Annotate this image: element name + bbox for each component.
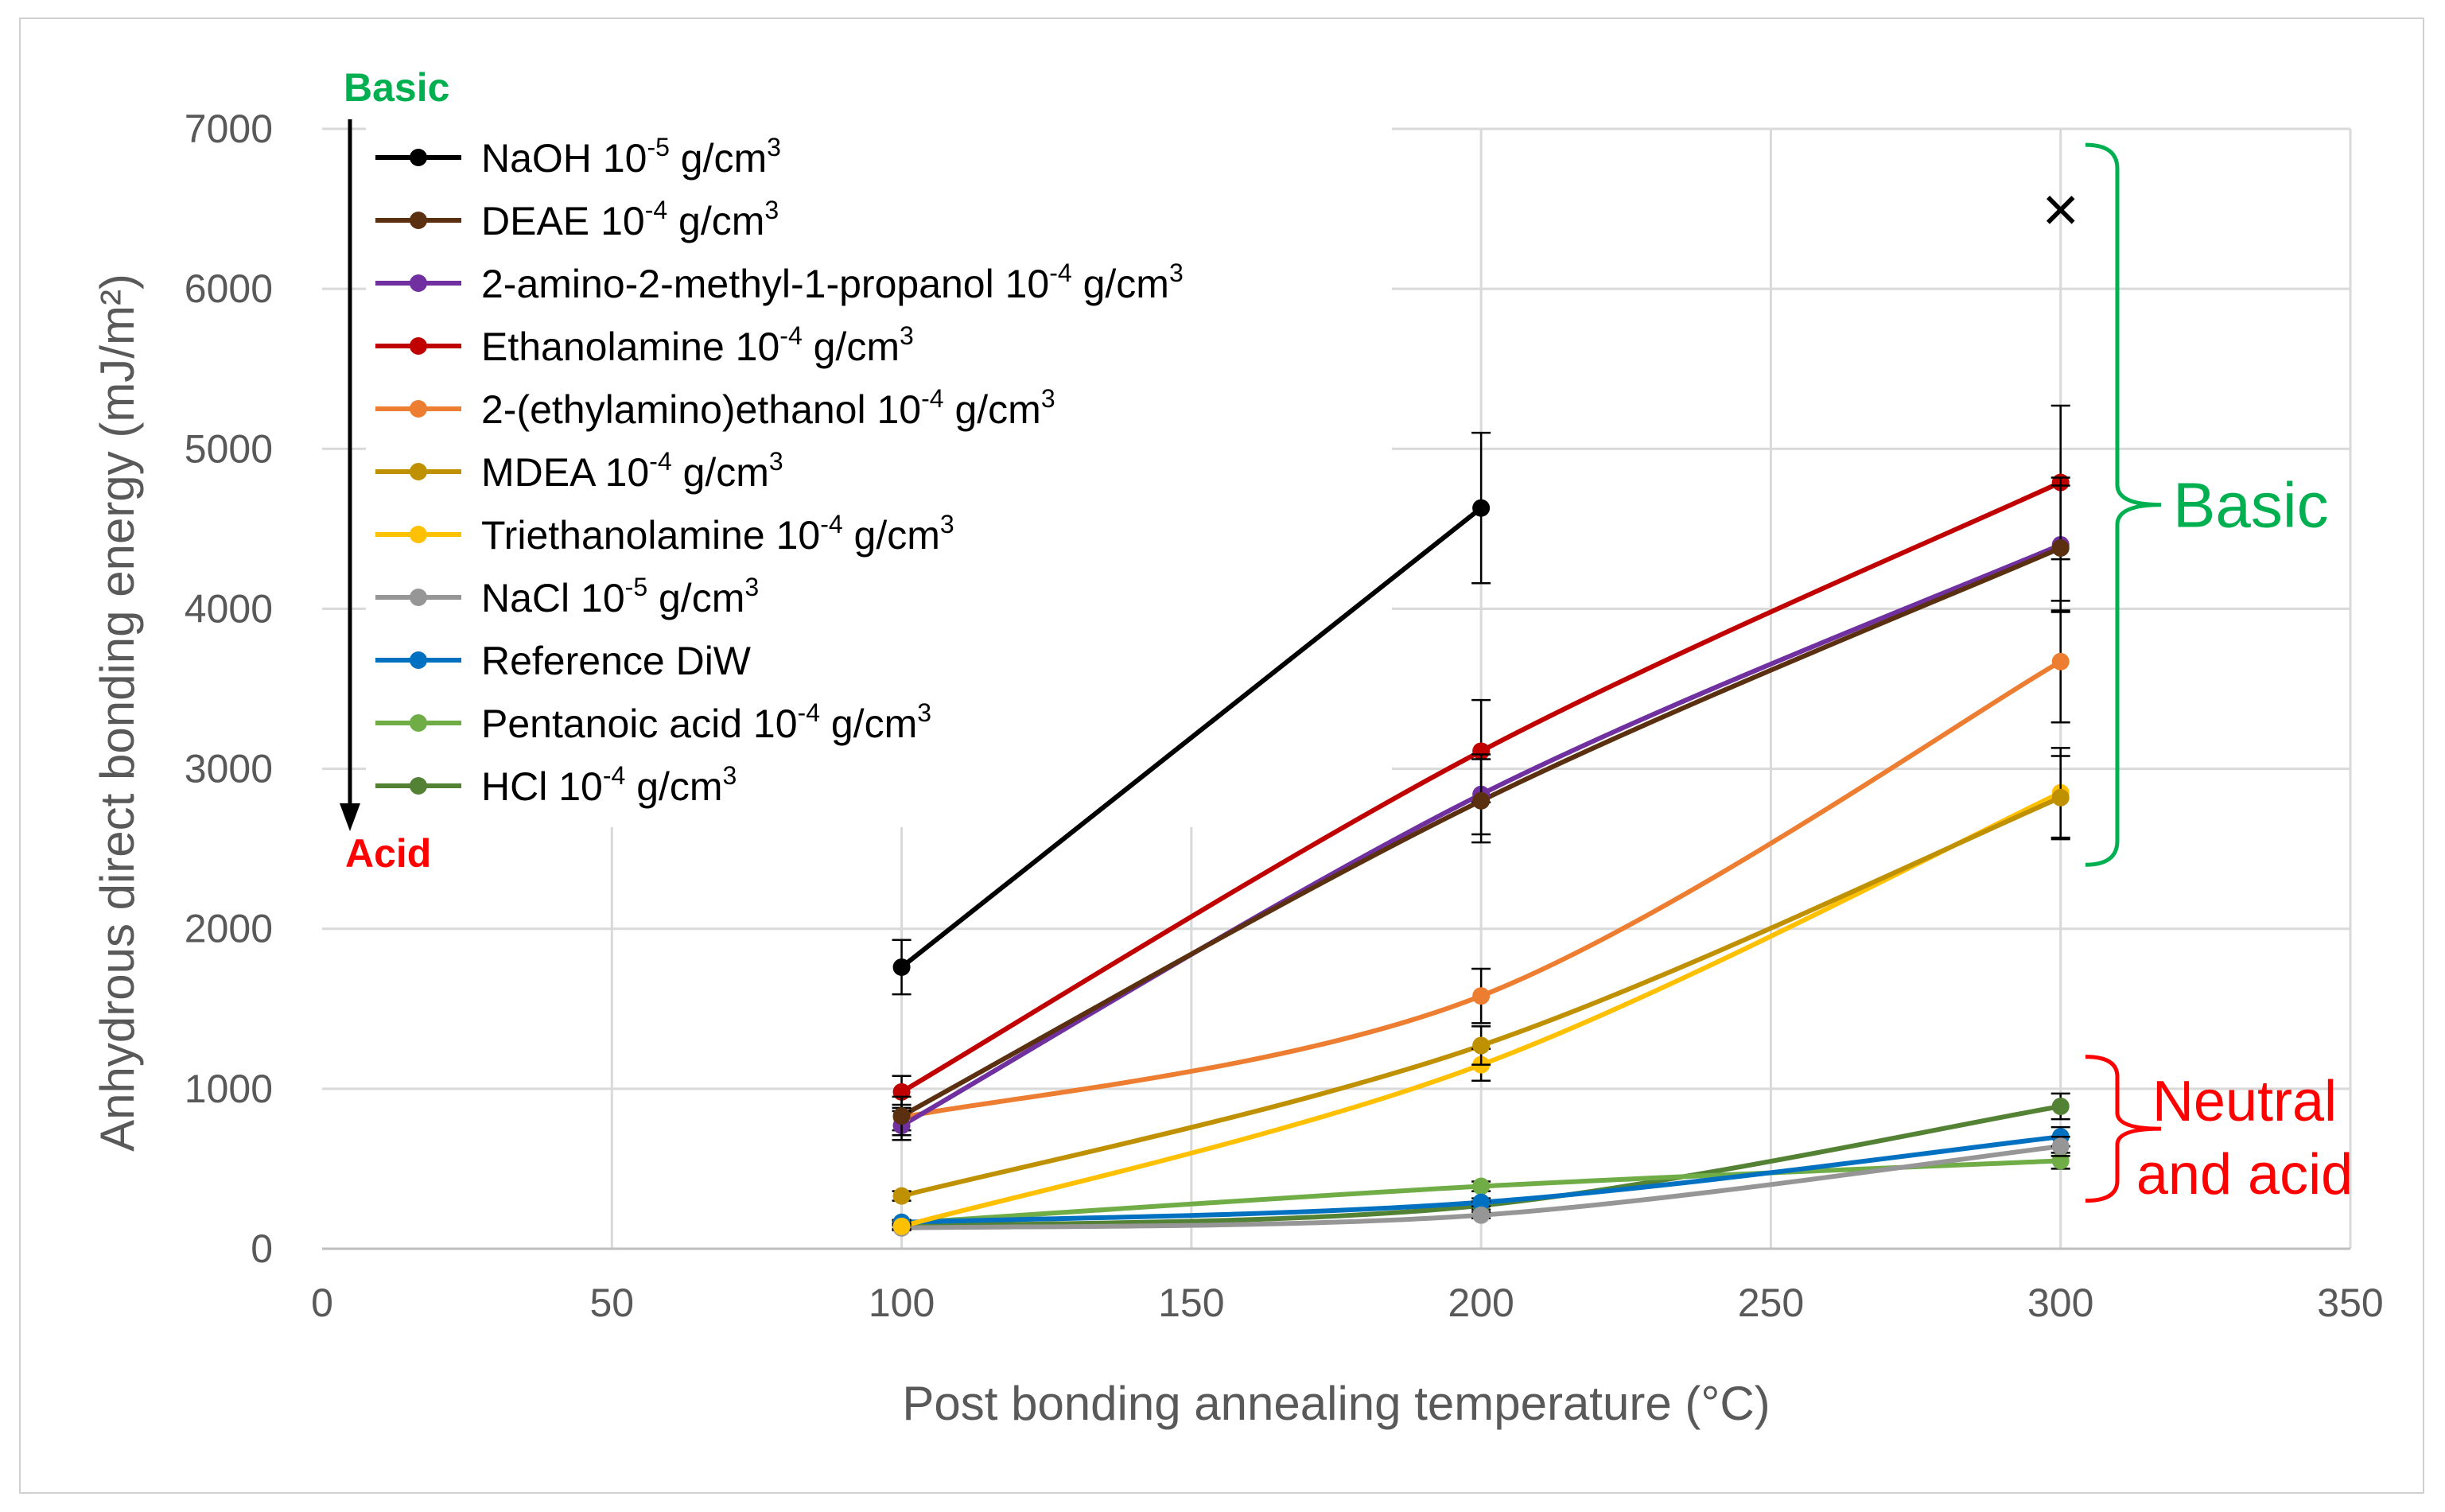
legend-label-7: NaCl 10-5 g/cm3 [481, 573, 759, 620]
data-point-1-2 [2051, 538, 2070, 557]
data-point-6-0 [892, 1217, 911, 1235]
legend-marker-8 [410, 651, 427, 669]
legend-label-6: Triethanolamine 10-4 g/cm3 [481, 510, 954, 558]
legend-marker-10 [410, 777, 427, 795]
legend-marker-0 [410, 149, 427, 166]
basic-acid-arrow-head [340, 803, 360, 831]
arrow-top-label: Basic [344, 65, 449, 110]
y-tick-label-2: 2000 [185, 907, 273, 951]
basic-bracket-label: Basic [2173, 470, 2329, 541]
y-tick-label-3: 3000 [185, 747, 273, 791]
x-tick-label-5: 250 [1738, 1281, 1804, 1325]
data-point-5-2 [2051, 788, 2070, 807]
series-layer [892, 404, 2070, 1237]
data-point-4-1 [1472, 987, 1491, 1005]
legend-marker-9 [410, 714, 427, 732]
x-tick-label-2: 100 [869, 1281, 935, 1325]
neutral-bracket-label-line2: and acid [2136, 1143, 2353, 1207]
data-point-9-1 [1472, 1177, 1491, 1195]
x-tick-label-0: 0 [311, 1281, 333, 1325]
series-line-0 [900, 506, 1483, 970]
x-tick-label-3: 150 [1158, 1281, 1224, 1325]
data-point-8-1 [1472, 1193, 1491, 1211]
legend-label-5: MDEA 10-4 g/cm3 [481, 447, 783, 495]
chart-frame [19, 17, 2424, 1494]
y-tick-label-1: 1000 [185, 1067, 273, 1111]
x-axis-ticks: 0 50 100 150 200 250 300 350 [311, 1281, 2384, 1325]
legend-label-8: Reference DiW [481, 639, 752, 683]
arrow-bottom-label: Acid [345, 831, 431, 876]
legend: NaOH 10-5 g/cm3 DEAE 10-4 g/cm3 2-amino-2-… [375, 133, 1184, 809]
outlier-x-marker: × [2042, 174, 2079, 245]
legend-marker-2 [410, 274, 427, 292]
legend-marker-5 [410, 463, 427, 480]
data-point-1-1 [1472, 791, 1491, 810]
y-axis-title: Anhydrous direct bonding energy (mJ/m²) [91, 274, 144, 1152]
data-point-0-0 [892, 958, 911, 976]
x-tick-label-4: 200 [1448, 1281, 1514, 1325]
legend-label-3: Ethanolamine 10-4 g/cm3 [481, 321, 914, 369]
y-tick-label-6: 6000 [185, 266, 273, 311]
legend-marker-4 [410, 400, 427, 418]
neutral-bracket-label-line1: Neutral [2152, 1070, 2337, 1133]
data-point-5-0 [892, 1187, 911, 1205]
neutral-acid-bracket [2085, 1055, 2162, 1203]
data-point-3-1 [1472, 742, 1491, 760]
x-axis-title: Post bonding annealing temperature (°C) [902, 1377, 1770, 1430]
legend-label-2: 2-amino-2-methyl-1-propanol 10-4 g/cm3 [481, 258, 1184, 306]
basic-bracket [2085, 142, 2162, 867]
data-point-10-2 [2051, 1097, 2070, 1115]
legend-marker-6 [410, 526, 427, 543]
data-point-1-0 [892, 1107, 911, 1125]
legend-label-0: NaOH 10-5 g/cm3 [481, 133, 781, 181]
legend-label-10: HCl 10-4 g/cm3 [481, 761, 737, 809]
y-tick-label-4: 4000 [185, 586, 273, 631]
x-tick-label-6: 300 [2027, 1281, 2093, 1325]
x-tick-label-1: 50 [589, 1281, 634, 1325]
y-tick-label-5: 5000 [185, 426, 273, 471]
legend-background [366, 127, 1392, 827]
data-point-7-1 [1472, 1206, 1491, 1224]
data-point-0-1 [1472, 499, 1491, 517]
data-point-7-2 [2051, 1137, 2070, 1156]
legend-label-1: DEAE 10-4 g/cm3 [481, 196, 779, 243]
x-tick-label-7: 350 [2317, 1281, 2383, 1325]
y-axis-ticks: 0 1000 2000 3000 4000 5000 6000 7000 [185, 107, 273, 1271]
legend-marker-7 [410, 589, 427, 606]
data-point-5-1 [1472, 1036, 1491, 1055]
legend-marker-1 [410, 212, 427, 229]
y-tick-label-0: 0 [251, 1226, 273, 1271]
legend-label-4: 2-(ethylamino)ethanol 10-4 g/cm3 [481, 384, 1055, 432]
legend-marker-3 [410, 337, 427, 355]
legend-label-9: Pentanoic acid 10-4 g/cm3 [481, 698, 931, 746]
y-tick-label-7: 7000 [185, 107, 273, 151]
data-point-4-2 [2051, 652, 2070, 670]
